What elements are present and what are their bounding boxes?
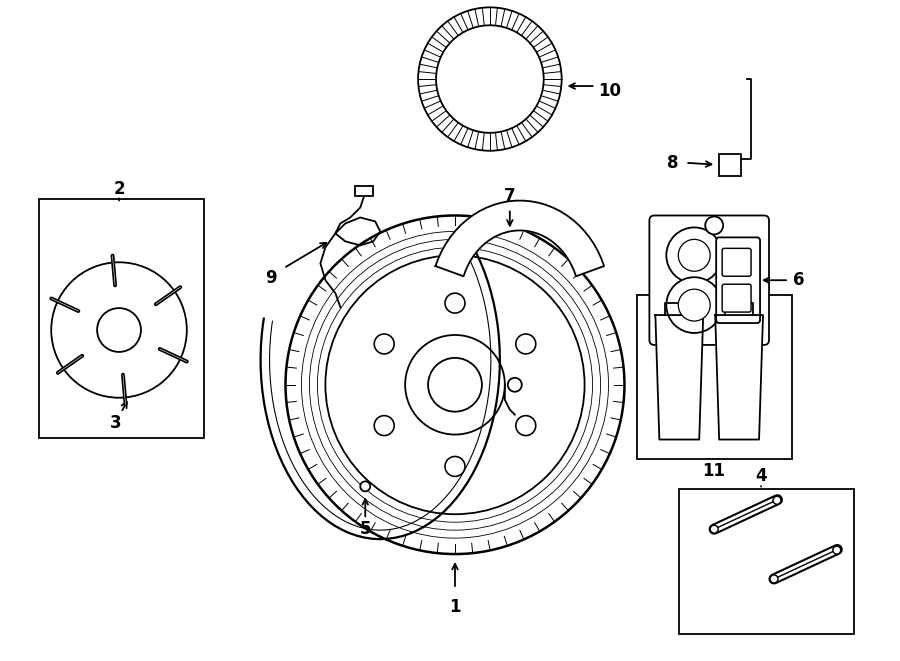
FancyBboxPatch shape (716, 237, 760, 323)
Bar (719, 154, 741, 176)
Circle shape (360, 481, 370, 491)
Circle shape (770, 575, 778, 583)
Text: 10: 10 (598, 82, 621, 100)
Circle shape (508, 378, 522, 392)
Circle shape (374, 416, 394, 436)
FancyBboxPatch shape (650, 215, 769, 345)
Circle shape (679, 239, 710, 271)
Circle shape (516, 334, 536, 354)
Polygon shape (436, 201, 604, 276)
Text: 9: 9 (265, 269, 276, 288)
Bar (680, 489, 854, 634)
Text: 11: 11 (703, 463, 725, 481)
Circle shape (516, 416, 536, 436)
Circle shape (445, 293, 465, 313)
Circle shape (710, 525, 718, 533)
Text: 5: 5 (359, 520, 371, 538)
Circle shape (666, 227, 722, 283)
Circle shape (706, 217, 724, 235)
Text: 4: 4 (755, 467, 767, 485)
Circle shape (773, 496, 781, 504)
Circle shape (679, 289, 710, 321)
Text: 1: 1 (449, 598, 461, 616)
Circle shape (374, 334, 394, 354)
Text: 8: 8 (667, 154, 678, 172)
FancyBboxPatch shape (722, 249, 752, 276)
Circle shape (666, 277, 722, 333)
FancyBboxPatch shape (722, 284, 752, 312)
Polygon shape (655, 315, 703, 440)
Text: 7: 7 (504, 186, 516, 204)
Text: 2: 2 (113, 180, 125, 198)
Bar (356, 186, 373, 196)
Text: 6: 6 (793, 271, 805, 290)
Text: 3: 3 (110, 414, 122, 432)
Bar (637, 295, 792, 459)
Bar (40, 198, 203, 438)
Circle shape (445, 457, 465, 477)
Circle shape (832, 546, 841, 554)
Polygon shape (716, 315, 763, 440)
